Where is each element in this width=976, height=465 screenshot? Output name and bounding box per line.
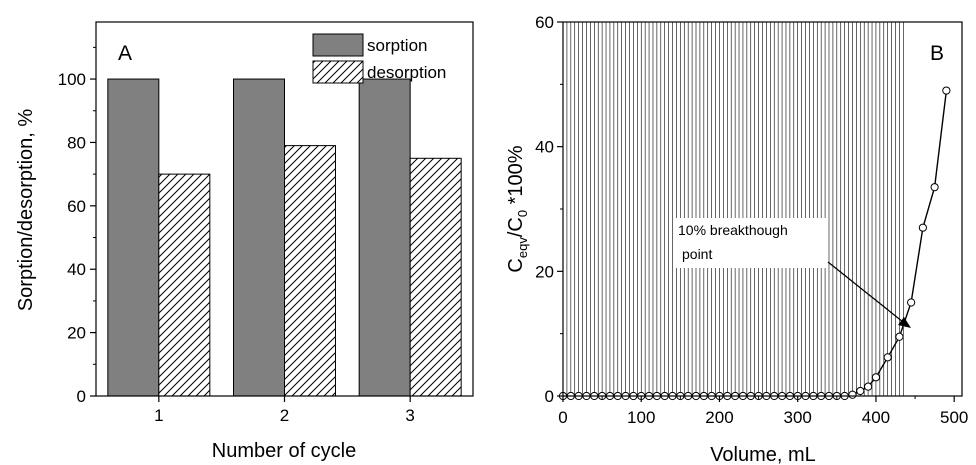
panel-b: 0 100 200 300 400 500 0 20 40 60 B 10% breakthoug… [505, 13, 968, 465]
legend-label-sorption: sorption [367, 36, 427, 55]
bar-desorption-1 [158, 173, 211, 397]
y-tick-label-0: 0 [545, 387, 554, 406]
y-tick-label-40: 40 [535, 138, 554, 157]
annotation-arrow-line [827, 261, 904, 323]
y-tick-label-0: 0 [77, 387, 86, 406]
panel-a-letter: A [118, 42, 132, 65]
y-tick-label-80: 80 [67, 133, 86, 152]
panel-a-ylabel: Sorption/desorption, % [15, 109, 37, 312]
y-tick-label-20: 20 [67, 324, 86, 343]
annotation-box [674, 218, 826, 268]
data-point [848, 390, 857, 399]
legend-label-desorption: desorption [367, 63, 446, 82]
bar-sorption-1 [107, 78, 160, 397]
x-tick-label-500: 500 [940, 408, 968, 427]
panel-b-vertical-lines [562, 22, 904, 396]
x-tick-label-200: 200 [705, 408, 733, 427]
y-tick-label-60: 60 [67, 197, 86, 216]
bar-sorption-2 [233, 78, 285, 397]
x-tick-label-3: 3 [405, 406, 414, 425]
data-point [856, 386, 865, 396]
y-tick-label-40: 40 [67, 260, 86, 279]
data-point [864, 382, 873, 391]
panel-b-letter: B [930, 42, 944, 65]
x-tick-label-0: 0 [558, 408, 567, 427]
breakthrough-annotation: 10% breakthough point [674, 218, 911, 328]
panel-a-xlabel: Number of cycle [212, 440, 357, 462]
x-tick-label-100: 100 [627, 408, 655, 427]
data-point [918, 223, 927, 232]
panel-b-ticks: 0 100 200 300 400 500 0 20 40 60 [535, 13, 968, 427]
bar-desorption-3 [409, 157, 462, 397]
x-tick-label-400: 400 [862, 408, 890, 427]
panel-a-bars [107, 78, 462, 397]
panel-a: 1 2 3 0 20 40 60 80 100 A sorption desorption Nu… [15, 21, 474, 462]
y-tick-label-20: 20 [535, 262, 554, 281]
data-point [871, 373, 881, 382]
bar-desorption-2 [284, 145, 336, 397]
annotation-line-1: 10% breakthough [678, 222, 788, 238]
data-point [883, 353, 892, 362]
y-tick-label-60: 60 [535, 13, 554, 32]
bar-sorption-3 [358, 78, 411, 397]
data-point [907, 298, 916, 307]
panel-b-xlabel: Volume, mL [710, 444, 816, 465]
panel-a-ticks: 1 2 3 0 20 40 60 80 100 [58, 46, 415, 425]
annotation-line-2: point [682, 246, 712, 262]
panel-a-legend: sorption desorption [312, 33, 446, 84]
x-tick-label-300: 300 [784, 408, 812, 427]
data-point [895, 332, 904, 341]
y-tick-label-100: 100 [58, 70, 86, 89]
x-tick-label-2: 2 [280, 406, 289, 425]
panel-b-ylabel: Ceqv/C0 *100% [505, 145, 530, 272]
data-point [930, 183, 939, 192]
annotation-arrow-head [898, 317, 911, 328]
legend-swatch-sorption [312, 33, 364, 57]
x-tick-label-1: 1 [154, 406, 163, 425]
data-point [942, 86, 951, 95]
legend-swatch-desorption [312, 60, 364, 84]
